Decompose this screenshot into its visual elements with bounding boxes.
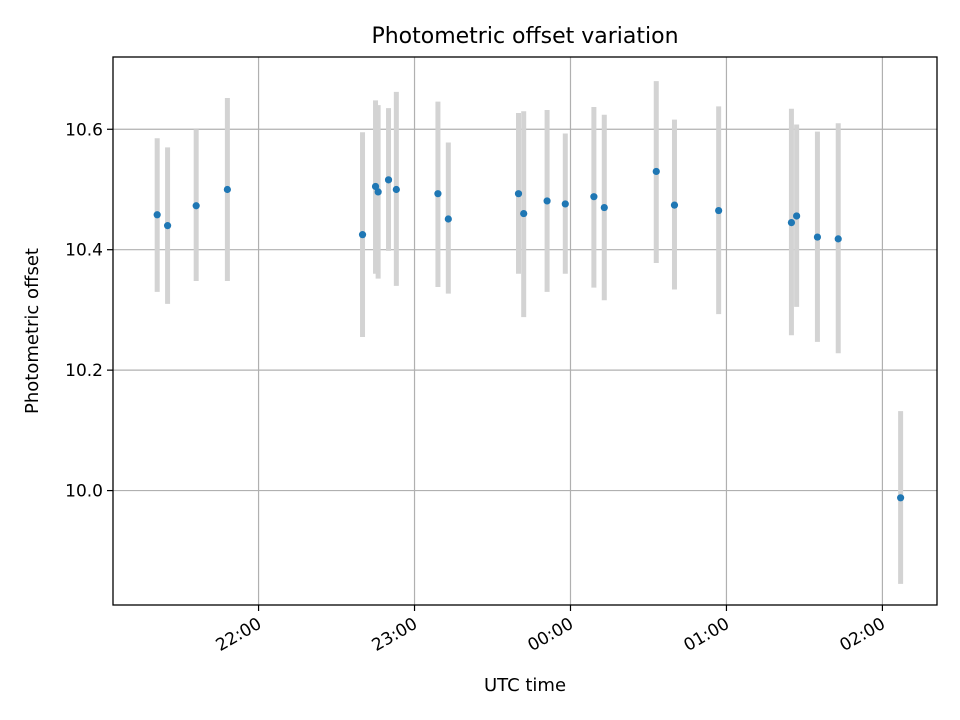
data-point: [715, 206, 723, 215]
data-point: [652, 167, 660, 176]
data-point: [192, 202, 200, 210]
data-point: [520, 209, 528, 218]
data-point: [670, 201, 679, 209]
data-point: [223, 185, 231, 194]
data-point: [374, 188, 382, 196]
y-tick-label: 10.6: [65, 120, 103, 140]
y-axis-label: Photometric offset: [22, 248, 43, 414]
y-tick-label: 10.4: [65, 241, 103, 261]
data-point: [787, 219, 796, 227]
data-point: [384, 176, 393, 184]
data-point: [371, 182, 380, 191]
plot-frame: [112, 56, 938, 606]
data-point: [813, 233, 822, 241]
data-point: [444, 215, 452, 223]
data-point: [561, 200, 569, 208]
data-point: [163, 222, 172, 230]
chart-title: Photometric offset variation: [371, 24, 678, 49]
data-point: [434, 190, 442, 198]
data-point: [834, 235, 842, 243]
data-point: [793, 212, 801, 220]
data-point: [514, 190, 523, 198]
data-point: [153, 211, 161, 219]
data-point: [543, 197, 551, 205]
data-point: [600, 203, 608, 212]
x-axis-label: UTC time: [484, 675, 566, 696]
data-points: [153, 167, 905, 502]
data-point: [590, 193, 598, 201]
data-point: [392, 185, 400, 194]
y-tick-label: 10.0: [65, 482, 103, 502]
y-tick-label: 10.2: [65, 361, 103, 381]
data-point: [358, 231, 367, 239]
data-point: [897, 494, 905, 502]
